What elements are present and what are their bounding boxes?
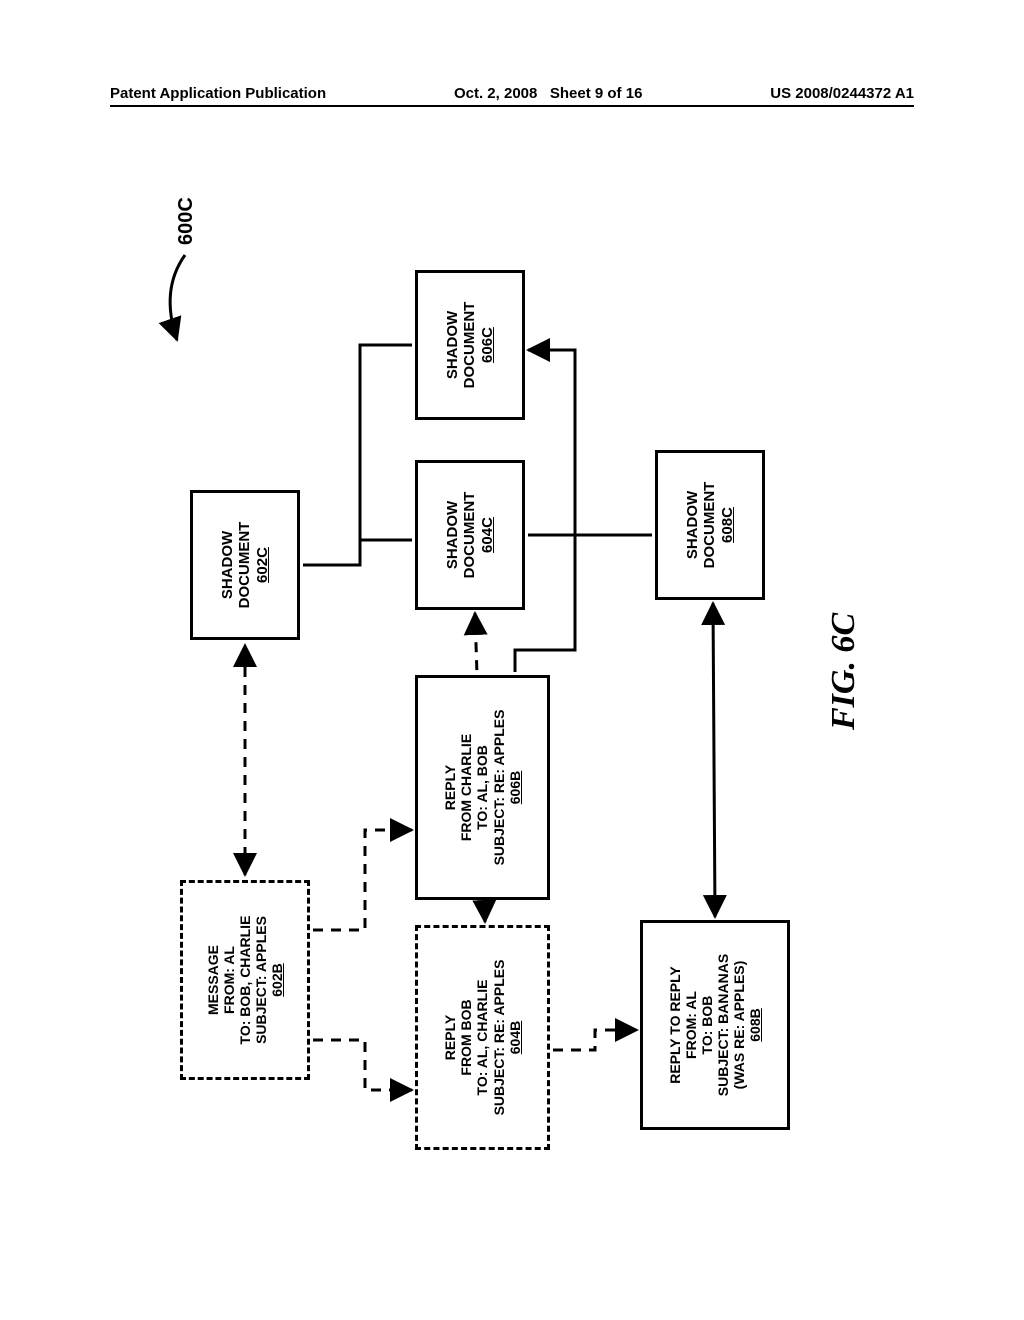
page-header: Patent Application Publication Oct. 2, 2…	[0, 85, 1024, 102]
box-608c: SHADOW DOCUMENT 608C	[655, 450, 765, 600]
box-602c: SHADOW DOCUMENT 602C	[190, 490, 300, 640]
header-rule	[110, 105, 914, 107]
box-604c: SHADOW DOCUMENT 604C	[415, 460, 525, 610]
figure-rotated-canvas: 602C dashed double arrow, horizontal -->…	[135, 160, 895, 1160]
box-606b: REPLY FROM CHARLIE TO: AL, BOB SUBJECT: …	[415, 675, 550, 900]
diagram-area: 602C dashed double arrow, horizontal -->…	[135, 160, 895, 1160]
header-center: Oct. 2, 2008 Sheet 9 of 16	[454, 85, 642, 102]
box-604b: REPLY FROM BOB TO: AL, CHARLIE SUBJECT: …	[415, 925, 550, 1150]
box-606c: SHADOW DOCUMENT 606C	[415, 270, 525, 420]
header-right: US 2008/0244372 A1	[770, 85, 914, 102]
label-600c: 600C	[175, 197, 198, 245]
header-left: Patent Application Publication	[110, 85, 326, 102]
figure-caption: FIG. 6C	[825, 613, 863, 730]
box-608b: REPLY TO REPLY FROM: AL TO: BOB SUBJECT:…	[640, 920, 790, 1130]
box-602b: MESSAGE FROM: AL TO: BOB, CHARLIE SUBJEC…	[180, 880, 310, 1080]
